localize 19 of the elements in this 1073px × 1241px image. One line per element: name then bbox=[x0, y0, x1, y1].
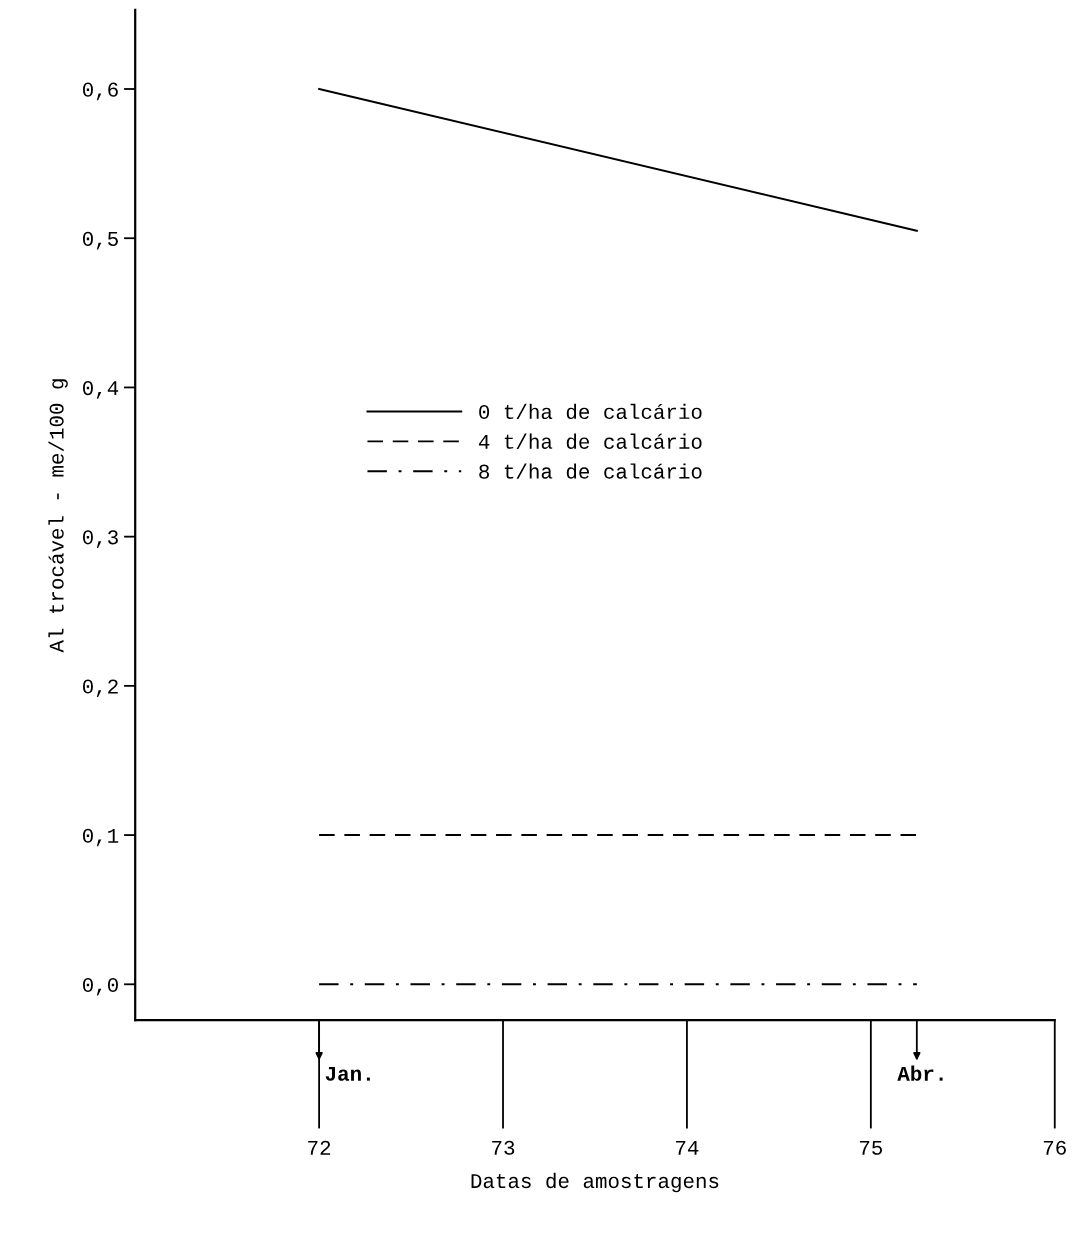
legend-label: 8 t/ha de calcário bbox=[479, 463, 702, 479]
y-tick-label: 0,6 bbox=[82, 82, 118, 101]
y-tick-label: 0,2 bbox=[82, 679, 118, 698]
text: Abr. bbox=[897, 1065, 943, 1081]
y-tick-label: 0,5 bbox=[82, 231, 118, 250]
y-tick-label: 0,1 bbox=[82, 828, 119, 847]
x-tick-label: 74 bbox=[676, 1140, 699, 1155]
x-tick-label: 72 bbox=[308, 1140, 331, 1155]
x-tick-label: 75 bbox=[859, 1140, 883, 1155]
x-axis-title: Datas de amostragens bbox=[471, 1172, 719, 1193]
x-tick-label: 73 bbox=[492, 1140, 515, 1155]
y-tick-label: 0,3 bbox=[82, 530, 118, 548]
x-tick-label: 76 bbox=[1043, 1140, 1066, 1155]
legend-label: 4 t/ha de calcário bbox=[478, 433, 702, 449]
y-tick-label: 0,0 bbox=[82, 977, 118, 996]
y-tick-label: 0,4 bbox=[82, 381, 119, 399]
y-axis-title: Al trocável - me/100 g bbox=[48, 379, 68, 653]
text: Jan. bbox=[325, 1066, 370, 1081]
legend-label: 0 t/ha de calcário bbox=[479, 403, 702, 420]
